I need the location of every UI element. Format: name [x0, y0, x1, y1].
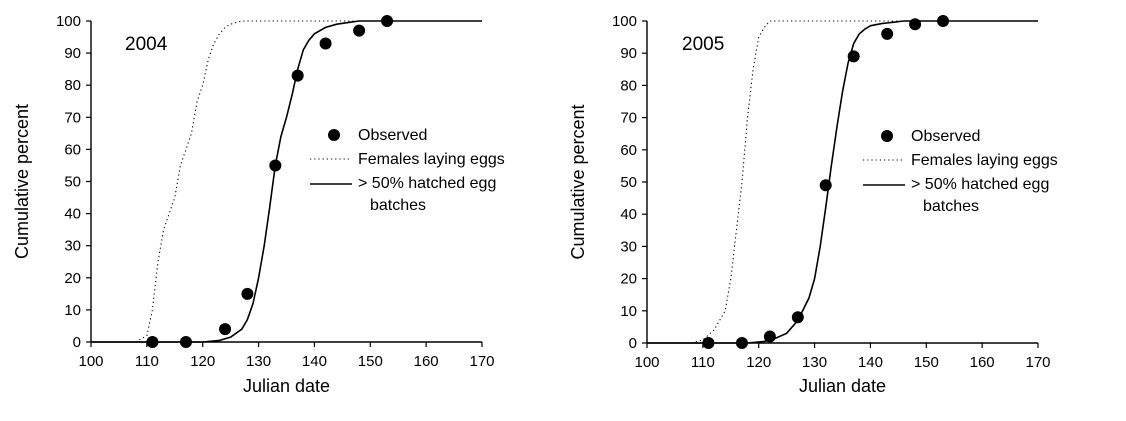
y-tick-label: 0	[629, 335, 637, 352]
chart-panel-2005: 2005 0 10 20 30 40 50 60 70 80 90 100 100 110 120 130 1…	[568, 13, 1058, 396]
panel-title: 2004	[125, 34, 168, 55]
y-tick-label: 30	[620, 238, 637, 255]
y-tick-label: 70	[64, 109, 81, 126]
legend-marker-observed	[328, 129, 340, 141]
laying-curve	[691, 20, 927, 344]
legend-label-laying: Females laying eggs	[911, 152, 1058, 169]
y-tick-label: 20	[620, 271, 637, 288]
legend-label-observed: Observed	[911, 128, 980, 145]
observed-point	[319, 37, 332, 50]
y-tick-label: 70	[620, 110, 637, 127]
observed-point	[353, 24, 366, 37]
y-tick-label: 80	[64, 77, 81, 94]
x-tick-label: 110	[135, 353, 159, 370]
chart-panel-2004: 2004 0 10 20 30 40 50 60 70 80 90 100 100 110 120 130 1…	[12, 13, 505, 396]
y-tick-label: 50	[620, 174, 637, 191]
y-axis-title: Cumulative percent	[568, 104, 588, 259]
observed-point	[909, 18, 922, 31]
legend: Observed Females laying eggs > 50% hatched…	[863, 128, 1058, 215]
x-tick-label: 170	[469, 353, 494, 370]
legend-marker-observed	[881, 130, 893, 142]
y-tick-label: 100	[56, 13, 81, 30]
y-tick-label: 20	[64, 270, 81, 287]
x-tick-label: 110	[691, 354, 715, 371]
y-tick-label: 50	[64, 174, 81, 191]
legend-label-laying: Females laying eggs	[358, 151, 505, 168]
y-tick-label: 40	[620, 206, 637, 223]
y-axis-title: Cumulative percent	[12, 104, 32, 259]
observed-point	[881, 27, 894, 40]
panel-title: 2005	[682, 34, 724, 55]
legend-label-hatched-2: batches	[923, 198, 979, 215]
y-tick-label: 90	[64, 45, 81, 62]
legend-label-hatched-1: > 50% hatched egg	[358, 175, 496, 192]
legend-label-observed: Observed	[358, 127, 427, 144]
observed-point	[241, 287, 254, 300]
x-tick-label: 120	[190, 353, 215, 370]
x-tick-label: 140	[858, 354, 883, 371]
x-tick-label: 160	[970, 354, 995, 371]
y-tick-label: 0	[73, 334, 81, 351]
x-axis-title: Julian date	[799, 376, 886, 396]
x-tick-label: 120	[746, 354, 771, 371]
y-tick-label: 10	[620, 303, 637, 320]
y-tick-label: 60	[620, 142, 637, 159]
x-axis-title: Julian date	[243, 376, 330, 396]
x-tick-label: 100	[78, 353, 103, 370]
y-tick-label: 30	[64, 238, 81, 255]
x-tick-label: 160	[414, 353, 439, 370]
legend-label-hatched-1: > 50% hatched egg	[911, 176, 1049, 193]
x-tick-label: 150	[914, 354, 939, 371]
x-tick-label: 130	[802, 354, 827, 371]
y-tick-label: 60	[64, 141, 81, 158]
y-tick-label: 80	[620, 77, 637, 94]
x-tick-label: 130	[246, 353, 271, 370]
y-tick-label: 10	[64, 302, 81, 319]
legend-label-hatched-2: batches	[370, 197, 426, 214]
observed-point	[291, 69, 304, 82]
y-tick-label: 40	[64, 206, 81, 223]
y-tick-label: 100	[612, 13, 637, 30]
observed-point	[219, 323, 232, 336]
legend: Observed Females laying eggs > 50% hatched…	[310, 127, 505, 214]
y-tick-label: 90	[620, 45, 637, 62]
x-tick-label: 170	[1025, 354, 1050, 371]
x-tick-label: 140	[302, 353, 327, 370]
x-tick-label: 100	[634, 354, 659, 371]
hatched-curve	[647, 20, 1038, 344]
x-tick-label: 150	[358, 353, 383, 370]
hatched-curve	[91, 20, 482, 343]
